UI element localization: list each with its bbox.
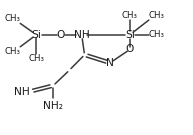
Text: Si: Si — [31, 30, 41, 40]
Text: NH: NH — [74, 30, 90, 40]
Text: CH₃: CH₃ — [4, 14, 20, 23]
Text: CH₃: CH₃ — [122, 11, 138, 20]
Text: CH₃: CH₃ — [149, 30, 165, 39]
Text: CH₃: CH₃ — [28, 54, 44, 63]
Text: N: N — [106, 58, 114, 68]
Text: O: O — [57, 30, 65, 40]
Text: NH: NH — [14, 87, 30, 97]
Text: CH₃: CH₃ — [4, 47, 20, 56]
Text: O: O — [126, 44, 134, 54]
Text: NH₂: NH₂ — [43, 101, 63, 111]
Text: Si: Si — [125, 30, 135, 40]
Text: CH₃: CH₃ — [149, 11, 165, 20]
